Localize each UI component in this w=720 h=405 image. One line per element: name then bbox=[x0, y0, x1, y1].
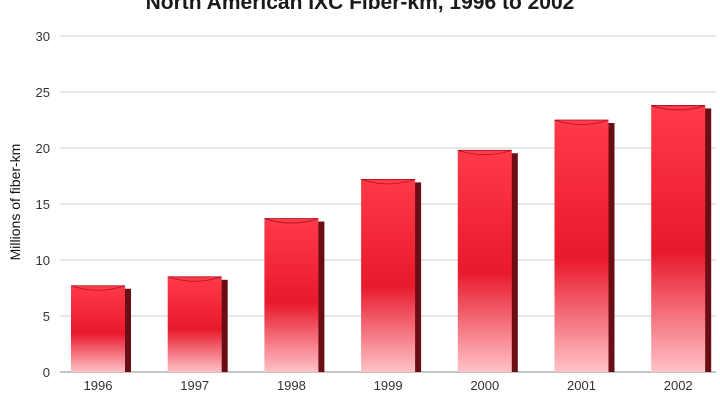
x-tick-label: 1996 bbox=[84, 378, 113, 393]
bar-shadow bbox=[123, 288, 131, 372]
x-tick-label: 2002 bbox=[664, 378, 693, 393]
y-tick-label: 20 bbox=[36, 141, 50, 156]
bar-top-cap bbox=[70, 285, 126, 291]
y-tick-label: 10 bbox=[36, 253, 50, 268]
x-tick-label: 2001 bbox=[567, 378, 596, 393]
y-tick-label: 30 bbox=[36, 29, 50, 44]
x-tick-label: 2000 bbox=[470, 378, 499, 393]
bars bbox=[70, 105, 712, 372]
bar-top-cap bbox=[651, 105, 706, 111]
y-tick-label: 5 bbox=[43, 309, 50, 324]
bar-shadow bbox=[509, 153, 518, 372]
bar-shadow bbox=[606, 123, 615, 372]
x-tick-label: 1999 bbox=[374, 378, 403, 393]
x-tick-label: 1998 bbox=[277, 378, 306, 393]
bar-shadow bbox=[316, 221, 325, 372]
bar-shadow bbox=[413, 182, 422, 372]
y-tick-label: 25 bbox=[36, 85, 50, 100]
bar-top-cap bbox=[360, 178, 416, 185]
bar-1999 bbox=[361, 179, 416, 372]
chart-title: North American IXC Fiber-km, 1996 to 200… bbox=[145, 0, 575, 14]
y-tick-labels: 0 5 10 15 20 25 30 bbox=[36, 29, 50, 380]
bar-2002 bbox=[651, 105, 706, 372]
bar-1997 bbox=[167, 276, 222, 372]
y-tick-label: 15 bbox=[36, 197, 50, 212]
bar-2001 bbox=[554, 120, 609, 372]
bar-top-cap bbox=[554, 119, 609, 125]
bar-1996 bbox=[71, 285, 125, 372]
y-tick-label: 0 bbox=[43, 365, 50, 380]
bar-2000 bbox=[457, 150, 512, 372]
x-tick-label: 1997 bbox=[180, 378, 209, 393]
bar-shadow bbox=[703, 108, 712, 372]
bar-top-cap bbox=[264, 218, 319, 224]
bar-top-cap bbox=[167, 276, 222, 282]
bar-1998 bbox=[264, 218, 319, 372]
bar-shadow bbox=[219, 279, 228, 372]
x-tick-labels: 1996 1997 1998 1999 2000 2001 2002 bbox=[84, 378, 693, 393]
bar-top-cap bbox=[457, 149, 512, 156]
